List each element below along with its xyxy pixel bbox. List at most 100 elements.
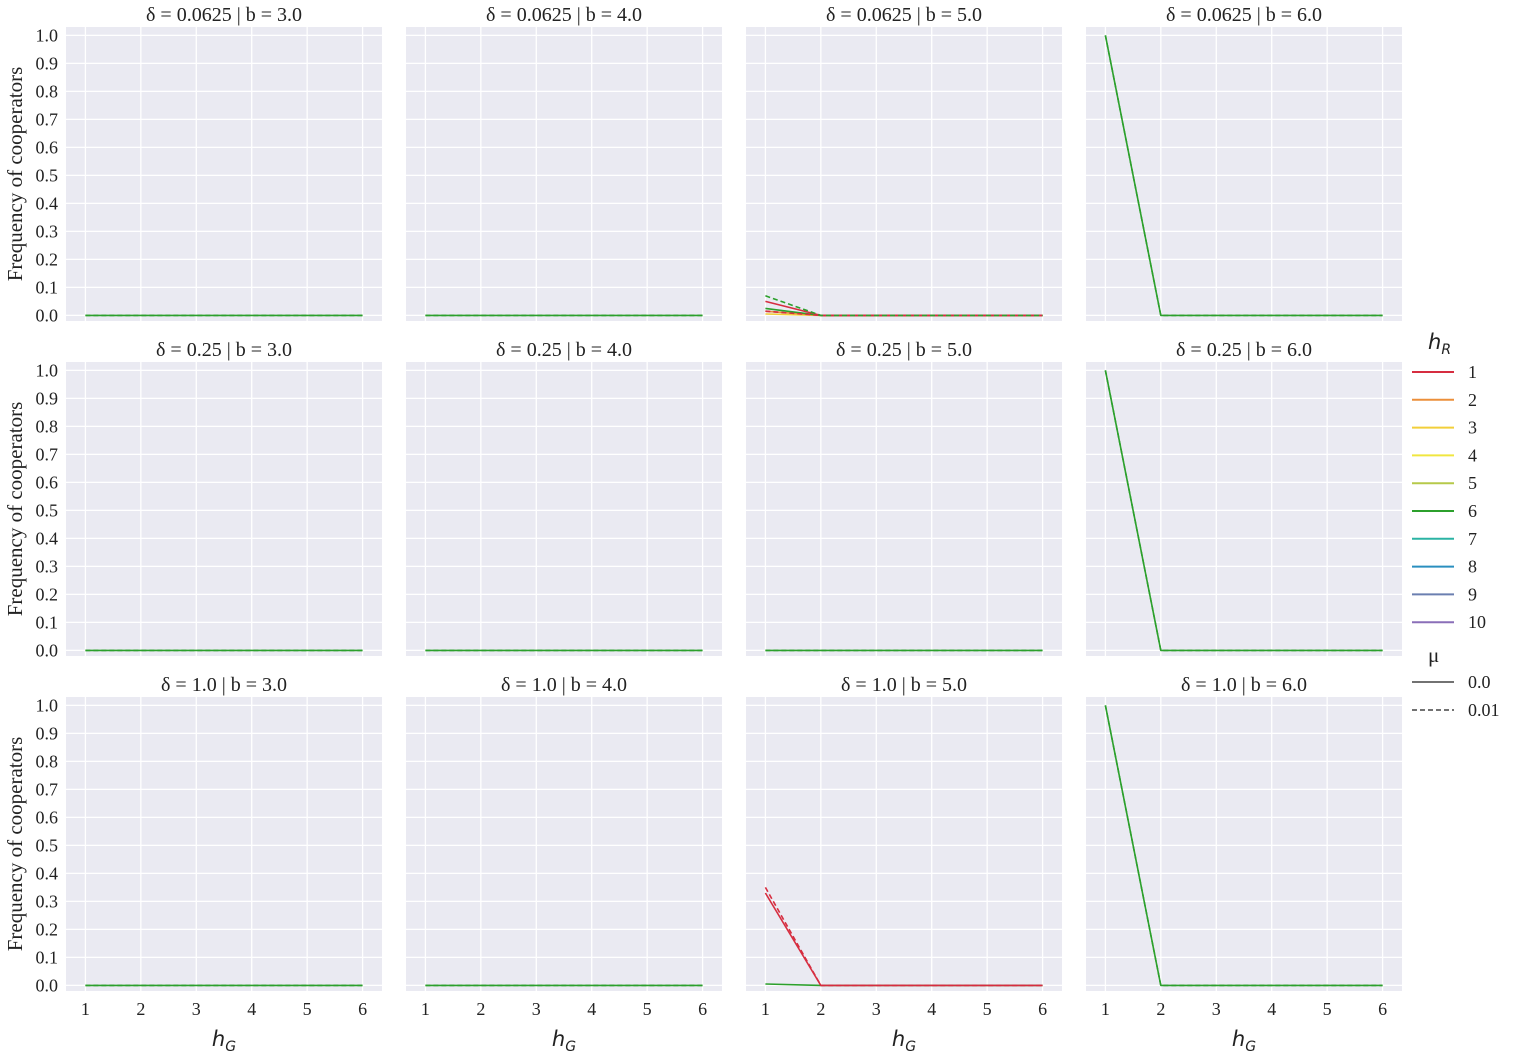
x-tick-label: 3	[1212, 999, 1221, 1019]
y-tick-label: 0.9	[36, 53, 59, 73]
plot-area	[406, 362, 722, 656]
y-tick-label: 1.0	[36, 695, 59, 715]
legend-label: 3	[1468, 418, 1477, 438]
y-axis-label: Frequency of cooperators	[3, 67, 27, 282]
facet-panel: δ = 0.0625 | b = 3.0 0.0 0.1 0.2 0.3 0.4 0.5 0.…	[3, 4, 382, 325]
x-tick-label: 5	[1323, 999, 1332, 1019]
y-tick-label: 0.2	[36, 919, 59, 939]
plot-area	[746, 27, 1062, 321]
plot-area	[1086, 362, 1402, 656]
y-tick-label: 0.5	[36, 835, 59, 855]
y-tick-label: 0.3	[36, 891, 59, 911]
y-tick-label: 0.0	[36, 640, 59, 660]
panel-title: δ = 1.0 | b = 6.0	[1181, 674, 1307, 696]
x-tick-label: 6	[358, 999, 367, 1019]
y-tick-label: 1.0	[36, 25, 59, 45]
y-tick-label: 0.7	[36, 444, 59, 464]
facet-panel: δ = 0.25 | b = 3.0 0.0 0.1 0.2 0.3 0.4 0.5 0.6 0…	[3, 339, 382, 660]
legend-label: 10	[1468, 612, 1486, 632]
x-tick-label: 6	[1038, 999, 1047, 1019]
legend-label: 9	[1468, 584, 1477, 604]
panel-title: δ = 0.0625 | b = 5.0	[826, 4, 982, 26]
y-tick-label: 0.9	[36, 388, 59, 408]
legend-label: 0.01	[1468, 700, 1500, 720]
x-axis-label: hG	[212, 1027, 236, 1051]
x-tick-label: 3	[872, 999, 881, 1019]
panel-title: δ = 0.25 | b = 3.0	[156, 339, 292, 361]
plot-area	[66, 362, 382, 656]
y-tick-label: 0.4	[36, 193, 59, 213]
x-tick-label: 6	[698, 999, 707, 1019]
x-tick-label: 1	[81, 999, 90, 1019]
facet-panel: δ = 0.0625 | b = 6.0	[1086, 4, 1402, 321]
x-tick-label: 3	[192, 999, 201, 1019]
y-tick-label: 0.7	[36, 109, 59, 129]
x-tick-label: 2	[476, 999, 485, 1019]
x-tick-label: 2	[136, 999, 145, 1019]
y-tick-label: 0.8	[36, 751, 59, 771]
facet-panel: δ = 0.25 | b = 6.0	[1086, 339, 1402, 656]
legend-label: 6	[1468, 501, 1477, 521]
legend-style-title: μ	[1428, 643, 1439, 667]
plot-area	[406, 27, 722, 321]
x-tick-label: 5	[983, 999, 992, 1019]
facet-panel: δ = 0.25 | b = 5.0	[746, 339, 1062, 656]
facet-panel: δ = 1.0 | b = 5.0 1 2 3 4 5 6 hG	[746, 674, 1062, 1051]
x-tick-label: 1	[761, 999, 770, 1019]
series-line	[1104, 370, 1383, 652]
y-tick-label: 1.0	[36, 360, 59, 380]
y-tick-label: 0.8	[36, 416, 59, 436]
legend: hR 1 2 3 4 5 6 7 8 9 10 μ 0.0 0.01	[1412, 330, 1500, 720]
y-axis-label: Frequency of cooperators	[3, 737, 27, 952]
x-tick-label: 6	[1378, 999, 1387, 1019]
y-tick-label: 0.0	[36, 305, 59, 325]
legend-label: 0.0	[1468, 672, 1491, 692]
legend-label: 4	[1468, 445, 1477, 465]
x-axis-label: hG	[1232, 1027, 1256, 1051]
x-axis-label: hG	[892, 1027, 916, 1051]
panel-title: δ = 0.0625 | b = 4.0	[486, 4, 642, 26]
legend-label: 8	[1468, 557, 1477, 577]
x-tick-label: 4	[1267, 999, 1276, 1019]
y-tick-label: 0.8	[36, 81, 59, 101]
y-tick-label: 0.5	[36, 500, 59, 520]
y-tick-label: 0.9	[36, 723, 59, 743]
series-line	[765, 295, 1043, 317]
legend-label: 5	[1468, 473, 1477, 493]
y-tick-label: 0.6	[36, 807, 59, 827]
y-tick-label: 0.0	[36, 975, 59, 995]
x-axis-label: hG	[552, 1027, 576, 1051]
y-tick-label: 0.5	[36, 165, 59, 185]
y-tick-label: 0.2	[36, 584, 59, 604]
facet-panel: δ = 1.0 | b = 6.0 1 2 3 4 5 6 hG	[1086, 674, 1402, 1051]
legend-hue-title: hR	[1428, 330, 1451, 358]
x-tick-label: 1	[1101, 999, 1110, 1019]
x-tick-label: 4	[247, 999, 256, 1019]
legend-label: 7	[1468, 529, 1477, 549]
y-tick-label: 0.1	[36, 947, 59, 967]
panel-title: δ = 0.0625 | b = 6.0	[1166, 4, 1322, 26]
facet-panel: δ = 0.0625 | b = 5.0	[746, 4, 1062, 321]
y-tick-label: 0.3	[36, 556, 59, 576]
panel-title: δ = 0.25 | b = 6.0	[1176, 339, 1312, 361]
facet-panel: δ = 1.0 | b = 4.0 1 2 3 4 5 6 hG	[406, 674, 722, 1051]
panel-title: δ = 1.0 | b = 3.0	[161, 674, 287, 696]
series-line	[764, 887, 1043, 987]
plot-area	[66, 27, 382, 321]
panel-title: δ = 0.25 | b = 4.0	[496, 339, 632, 361]
legend-label: 1	[1468, 362, 1477, 382]
y-tick-label: 0.1	[36, 612, 59, 632]
y-tick-label: 0.2	[36, 249, 59, 269]
y-tick-label: 0.4	[36, 863, 59, 883]
y-tick-label: 0.1	[36, 277, 59, 297]
facet-panel: δ = 0.0625 | b = 4.0	[406, 4, 722, 321]
panel-title: δ = 0.0625 | b = 3.0	[146, 4, 302, 26]
y-tick-label: 0.7	[36, 779, 59, 799]
y-tick-label: 0.6	[36, 137, 59, 157]
x-tick-label: 2	[816, 999, 825, 1019]
x-tick-label: 3	[532, 999, 541, 1019]
panel-title: δ = 0.25 | b = 5.0	[836, 339, 972, 361]
plot-area	[1086, 697, 1402, 991]
panel-title: δ = 1.0 | b = 4.0	[501, 674, 627, 696]
